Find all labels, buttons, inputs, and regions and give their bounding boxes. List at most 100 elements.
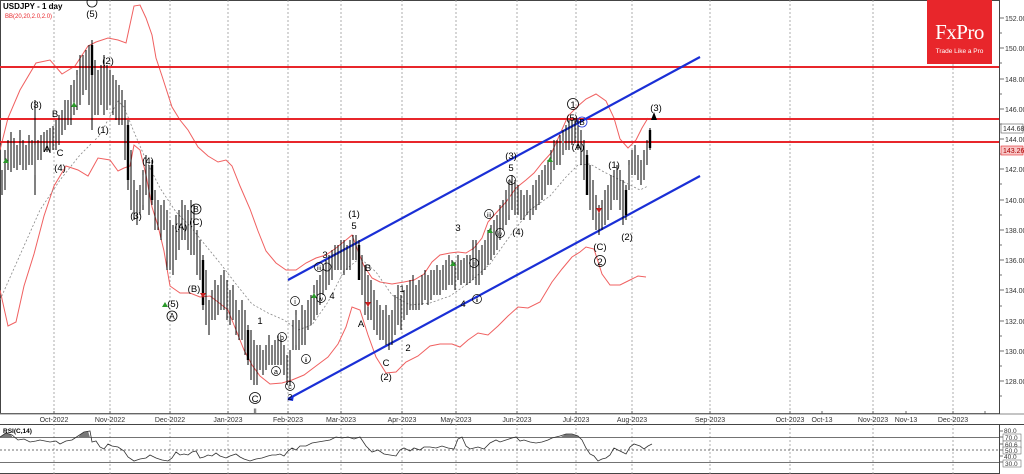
bollinger-label: BB(20,20,2.0,2.0): [5, 14, 53, 20]
svg-text:ii: ii: [476, 298, 479, 304]
svg-text:Oct-2022: Oct-2022: [40, 417, 69, 424]
svg-text:(4): (4): [54, 163, 66, 174]
svg-text:ii: ii: [305, 358, 308, 364]
svg-text:Jul-2023: Jul-2023: [563, 417, 590, 424]
svg-text:146.000: 146.000: [1005, 107, 1024, 114]
svg-text:Mar-2023: Mar-2023: [326, 417, 356, 424]
rsi-overbought-fill: [78, 431, 90, 438]
svg-text:1: 1: [570, 100, 575, 111]
rsi-tick-30: 30.0: [1005, 461, 1018, 468]
svg-text:(2): (2): [102, 56, 114, 67]
rsi-label: RSI(C,14): [3, 428, 32, 435]
svg-text:(1): (1): [608, 160, 620, 171]
svg-text:2: 2: [597, 257, 602, 268]
svg-text:A: A: [44, 144, 51, 155]
svg-text:iii: iii: [487, 213, 491, 219]
channel-lower-line: [287, 175, 701, 400]
rsi-line: [0, 430, 653, 462]
candles: [1, 40, 651, 385]
svg-text:1: 1: [257, 316, 262, 327]
target-arrow-icon: [651, 112, 657, 120]
svg-text:(2): (2): [621, 232, 633, 243]
svg-text:(3): (3): [650, 103, 662, 114]
svg-text:1: 1: [399, 284, 404, 295]
svg-text:152.000: 152.000: [1005, 16, 1024, 23]
svg-text:Sep-2023: Sep-2023: [695, 417, 725, 424]
svg-text:iv: iv: [498, 232, 502, 238]
bollinger-lower: [0, 144, 647, 385]
svg-text:b: b: [280, 335, 284, 342]
svg-text:May-2023: May-2023: [440, 417, 471, 424]
svg-text:(B): (B): [188, 284, 201, 295]
svg-text:B: B: [193, 205, 198, 214]
svg-text:5: 5: [508, 163, 513, 174]
svg-text:B: B: [365, 263, 371, 274]
rsi-tick-40: 40.0: [1004, 454, 1017, 461]
current-price-label: 143.269: [1003, 148, 1024, 155]
logo-tagline: Trade Like a Pro: [935, 48, 984, 55]
svg-text:(1): (1): [97, 125, 109, 136]
svg-text:B: B: [579, 118, 584, 127]
wave-labels: (5) (3) B A C (4) (2) (1) (4) (3) B (C) …: [30, 0, 662, 415]
svg-text:Jun-2023: Jun-2023: [502, 417, 531, 424]
rsi-axis[interactable]: 80.0 70.0 60.6 50.0 40.0 30.0: [1000, 428, 1022, 468]
bollinger-middle: [0, 100, 649, 331]
svg-text:A: A: [169, 312, 175, 321]
svg-text:(3): (3): [130, 211, 142, 222]
candle-bodies: [90, 45, 652, 360]
svg-text:Nov-2022: Nov-2022: [95, 417, 125, 424]
svg-text:a: a: [274, 369, 278, 376]
date-axis[interactable]: Oct-2022 Nov-2022 Dec-2022 Jan-2023 Feb-…: [40, 411, 986, 424]
rsi-tick-80: 80.0: [1004, 428, 1017, 435]
svg-text:(3): (3): [30, 100, 42, 111]
rsi-panel: [0, 430, 1000, 463]
svg-text:148.000: 148.000: [1005, 77, 1024, 84]
svg-text:Dec-2022: Dec-2022: [155, 417, 185, 424]
current-price-tag: [1000, 145, 1024, 156]
svg-text:2: 2: [288, 393, 293, 402]
svg-text:(A): (A): [175, 222, 188, 233]
svg-text:138.000: 138.000: [1005, 228, 1024, 235]
svg-text:A: A: [358, 319, 365, 330]
svg-text:Aug-2023: Aug-2023: [617, 417, 647, 424]
key-levels: [0, 66, 999, 143]
svg-text:128.000: 128.000: [1005, 379, 1024, 386]
svg-text:5: 5: [351, 221, 356, 232]
svg-text:140.000: 140.000: [1005, 198, 1024, 205]
rsi-current-value: 60.6: [1005, 442, 1018, 449]
rsi-tick-50: 50.0: [1005, 448, 1018, 455]
svg-text:150.000: 150.000: [1005, 46, 1024, 53]
channel-start-arrow-icon: [287, 395, 294, 401]
svg-text:Oct-2023: Oct-2023: [776, 417, 805, 424]
svg-text:3: 3: [322, 250, 327, 261]
svg-text:c: c: [288, 384, 292, 391]
svg-text:4: 4: [329, 291, 334, 302]
marked-level-tag: [1000, 123, 1024, 134]
svg-text:B: B: [52, 109, 58, 120]
svg-text:Nov-13: Nov-13: [895, 417, 918, 424]
svg-text:C: C: [57, 148, 64, 159]
svg-text:(2): (2): [380, 372, 392, 383]
svg-text:C: C: [383, 358, 390, 369]
svg-text:132.000: 132.000: [1005, 319, 1024, 326]
svg-text:136.000: 136.000: [1005, 258, 1024, 265]
svg-text:(3): (3): [505, 151, 517, 162]
svg-text:130.000: 130.000: [1005, 349, 1024, 356]
logo-brand: FxPro: [935, 20, 984, 44]
rsi-tick-70: 70.0: [1005, 435, 1018, 442]
svg-text:v: v: [509, 178, 513, 185]
svg-text:3: 3: [455, 223, 460, 234]
svg-text:(1): (1): [348, 209, 360, 220]
svg-text:(C): (C): [189, 217, 202, 228]
svg-text:II: II: [253, 409, 257, 415]
svg-text:(5): (5): [86, 9, 98, 20]
fxpro-logo[interactable]: FxPro Trade Like a Pro: [927, 0, 992, 64]
svg-text:Oct-13: Oct-13: [811, 417, 832, 424]
candle-bodies-up: [34, 75, 630, 345]
chart-title: USDJPY - 1 day: [3, 2, 63, 11]
svg-text:(4): (4): [142, 156, 154, 167]
price-axis[interactable]: 152.000 150.000 148.000 146.000 142.000 …: [1000, 16, 1024, 397]
svg-text:144.000: 144.000: [1005, 137, 1024, 144]
svg-text:i: i: [294, 299, 296, 306]
